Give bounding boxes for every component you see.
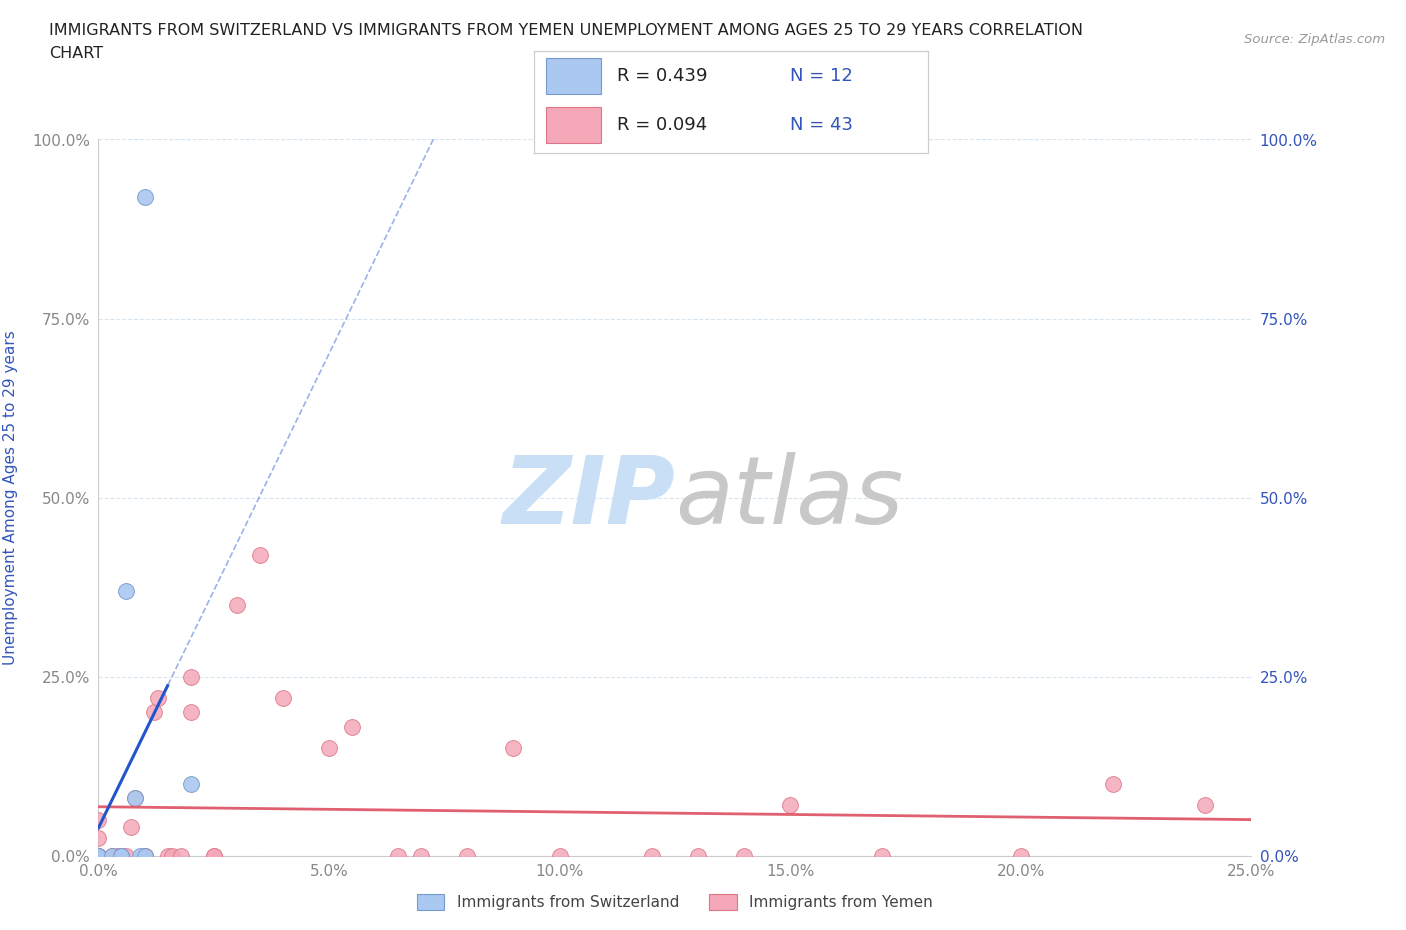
Point (779, 798, 801, 813)
Point (170, 848, 193, 863)
Point (160, 848, 183, 863)
Point (129, 848, 152, 863)
Text: R = 0.439: R = 0.439 (617, 67, 707, 85)
Point (548, 848, 571, 863)
Text: ZIP: ZIP (502, 452, 675, 543)
Point (271, 691, 294, 706)
Point (733, 848, 755, 863)
Point (87, 848, 110, 863)
Point (180, 777, 202, 791)
Point (156, 848, 179, 863)
Point (110, 848, 132, 863)
Point (110, 848, 132, 863)
Point (124, 790, 146, 805)
Point (202, 848, 225, 863)
Text: CHART: CHART (49, 46, 103, 61)
Point (134, 848, 156, 863)
Point (411, 848, 433, 863)
Text: R = 0.094: R = 0.094 (617, 116, 707, 134)
Point (101, 848, 124, 863)
Legend: Immigrants from Switzerland, Immigrants from Yemen: Immigrants from Switzerland, Immigrants … (411, 888, 939, 916)
Point (180, 705, 202, 720)
Text: IMMIGRANTS FROM SWITZERLAND VS IMMIGRANTS FROM YEMEN UNEMPLOYMENT AMONG AGES 25 : IMMIGRANTS FROM SWITZERLAND VS IMMIGRANT… (49, 23, 1083, 38)
Point (202, 848, 225, 863)
Point (134, 848, 156, 863)
Point (101, 848, 124, 863)
Point (87, 848, 110, 863)
Point (318, 740, 340, 755)
Point (1010, 848, 1032, 863)
Point (87, 813, 110, 828)
Point (1194, 798, 1216, 813)
Point (110, 848, 132, 863)
Point (686, 848, 709, 863)
Point (872, 848, 894, 863)
Text: N = 43: N = 43 (790, 116, 853, 134)
Point (87, 848, 110, 863)
Text: N = 12: N = 12 (790, 67, 853, 85)
Point (134, 190, 156, 205)
Point (387, 848, 409, 863)
Point (87, 848, 110, 863)
Point (340, 719, 363, 734)
Point (110, 848, 132, 863)
Point (134, 848, 156, 863)
Point (225, 598, 247, 613)
Point (120, 819, 142, 834)
Point (115, 583, 138, 598)
Point (87, 848, 110, 863)
Y-axis label: Unemployment Among Ages 25 to 29 years: Unemployment Among Ages 25 to 29 years (3, 330, 18, 665)
Bar (546, 59, 602, 94)
Point (124, 790, 146, 805)
Point (87, 848, 110, 863)
Point (87, 848, 110, 863)
Point (180, 670, 202, 684)
Point (142, 705, 165, 720)
Text: Source: ZipAtlas.com: Source: ZipAtlas.com (1244, 33, 1385, 46)
Point (148, 691, 170, 706)
Point (502, 740, 524, 755)
Point (105, 848, 128, 863)
Point (456, 848, 478, 863)
Point (1102, 777, 1125, 791)
Point (115, 848, 138, 863)
Bar (546, 108, 602, 143)
Point (641, 848, 664, 863)
Text: atlas: atlas (675, 452, 903, 543)
Point (87, 848, 110, 863)
Point (249, 548, 271, 563)
Point (87, 830, 110, 845)
